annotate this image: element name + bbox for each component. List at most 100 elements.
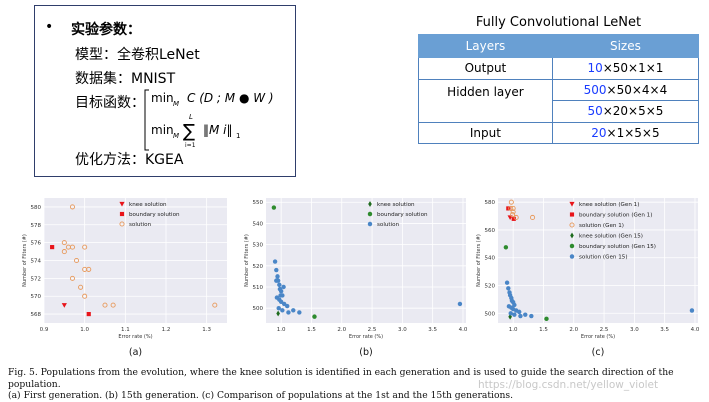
x-tick-label: 2.5: [600, 327, 609, 333]
data-point: [274, 267, 279, 273]
data-point: [508, 199, 514, 205]
x-tick-label: 1.5: [539, 327, 548, 333]
data-point: [69, 204, 75, 210]
y-axis-label: Number of Filters (#): [476, 234, 482, 287]
data-point: [510, 212, 516, 218]
formula2-sum-bottom: i=1: [185, 142, 196, 149]
data-point: [512, 312, 517, 317]
legend-marker: [367, 221, 373, 227]
size-rest: ×20×5×5: [602, 104, 664, 119]
data-point: [74, 257, 80, 264]
legend-marker: [368, 201, 372, 207]
formula2-sub: M: [173, 132, 179, 140]
data-point: [529, 313, 534, 319]
table-row: Hidden layer 500×50×4×4: [418, 78, 700, 123]
data-point: [510, 205, 516, 211]
data-point: [102, 302, 108, 308]
formula2-body: ‖M i‖: [203, 123, 233, 137]
y-axis-label: Number of Filters (#): [22, 234, 28, 287]
data-point: [86, 266, 92, 272]
legend-marker: [569, 243, 575, 249]
data-point: [82, 293, 88, 299]
legend-marker: [119, 211, 125, 217]
x-tick-label: 1.0: [277, 327, 286, 333]
size-rest: ×50×4×4: [606, 82, 668, 97]
x-tick-label: 3.5: [428, 327, 437, 333]
layer-cell: Hidden layer: [418, 78, 553, 123]
table-row: Output 10×50×1×1: [418, 57, 700, 80]
data-point: [513, 214, 519, 220]
data-point: [69, 275, 75, 281]
x-axis-label: Error rate (%): [581, 334, 615, 340]
x-tick-label: 1.0: [509, 327, 518, 333]
legend-label: boundary solution: [377, 212, 428, 218]
formula1-sub: M: [173, 100, 179, 108]
legend-marker: [569, 201, 575, 207]
data-point: [508, 205, 514, 211]
data-point: [689, 308, 695, 313]
x-tick-label: 4.0: [691, 327, 700, 333]
legend-label: knee solution: [129, 202, 167, 208]
legend-label: solution (Gen 1): [579, 223, 624, 229]
y-axis-label: Number of Filters (#): [244, 234, 250, 287]
watermark: https://blog.csdn.net/yellow_violet: [478, 379, 659, 391]
formula1-body: C (D ; M ● W ): [187, 91, 274, 105]
formula2-min: min: [151, 123, 174, 137]
legend-label: solution (Gen 15): [579, 255, 628, 261]
data-point: [280, 308, 285, 313]
data-point: [272, 259, 278, 264]
table-row: 50×20×5×5: [419, 100, 700, 123]
panel-label: (a): [129, 347, 142, 358]
data-point: [274, 278, 279, 283]
params-optimizer: 优化方法：KGEA: [75, 152, 184, 168]
panel-label: (c): [592, 347, 605, 358]
y-tick-label: 574: [31, 259, 42, 265]
x-tick-label: 2.0: [569, 327, 578, 333]
data-point: [278, 289, 284, 294]
data-point: [512, 302, 517, 308]
y-tick-label: 580: [485, 200, 496, 206]
data-point: [523, 312, 528, 317]
y-tick-label: 510: [253, 285, 264, 291]
y-tick-label: 540: [253, 221, 264, 227]
table-title: Fully Convolutional LeNet: [475, 15, 642, 30]
data-point: [61, 249, 67, 255]
size-cell: 10×50×1×1: [551, 57, 700, 80]
data-point: [457, 301, 463, 307]
legend-marker: [569, 254, 575, 259]
params-objective-label: 目标函数：: [75, 95, 145, 111]
data-point: [61, 240, 67, 246]
size-num: 10: [587, 61, 603, 76]
data-point: [212, 302, 218, 308]
legend-label: knee solution (Gen 15): [579, 234, 643, 240]
data-point: [276, 305, 281, 311]
header-layers: Layers: [418, 34, 553, 58]
legend-marker: [570, 232, 574, 239]
params-model: 模型：全卷积LeNet: [75, 47, 200, 63]
data-point: [278, 293, 283, 298]
data-point: [530, 214, 536, 220]
legend-marker: [119, 201, 125, 207]
legend-label: boundary solution (Gen 1): [579, 213, 652, 219]
figure-caption: Fig. 5. Populations from the evolution, …: [8, 367, 704, 402]
data-point: [276, 310, 280, 317]
legend-marker: [367, 211, 373, 217]
data-point: [510, 209, 516, 215]
legend-label: knee solution (Gen 1): [579, 202, 639, 208]
x-axis-label: Error rate (%): [118, 334, 152, 340]
data-point: [511, 216, 516, 221]
legend-label: boundary solution (Gen 15): [579, 244, 656, 250]
data-point: [271, 205, 277, 210]
layers-table: Layers Sizes Output 10×50×1×1 Hidden lay…: [418, 34, 700, 144]
data-point: [312, 314, 317, 319]
y-tick-label: 568: [31, 312, 42, 318]
data-point: [281, 284, 286, 290]
params-dataset: 数据集：MNIST: [75, 71, 176, 87]
bullet: •: [45, 19, 54, 35]
x-tick-label: 3.0: [630, 327, 639, 333]
legend-marker: [119, 221, 125, 227]
data-point: [277, 282, 282, 288]
layer-cell: Input: [418, 121, 553, 144]
legend-label: solution: [129, 222, 152, 228]
size-num: 500: [583, 82, 607, 97]
